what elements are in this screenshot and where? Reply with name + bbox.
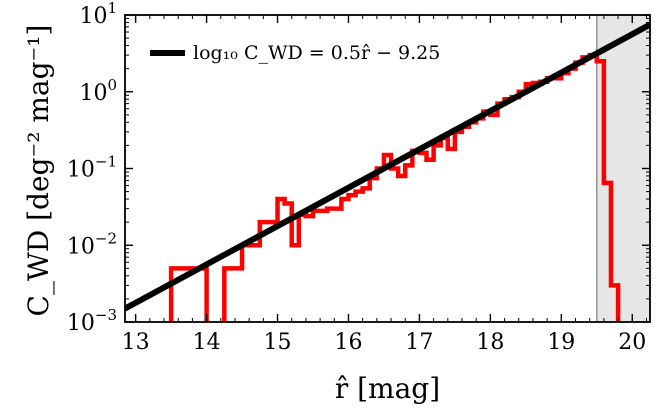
y-tick-label: 10−2 — [67, 229, 117, 259]
legend: log₁₀ C_WD = 0.5r̂ − 9.25 — [150, 42, 440, 64]
y-axis-title: C_WD [deg⁻² mag⁻¹] — [22, 25, 55, 317]
x-tick-label: 15 — [264, 330, 292, 355]
x-tick-label: 16 — [334, 330, 362, 355]
y-tick-label: 10−1 — [67, 153, 117, 183]
x-axis-title: r̂ [mag] — [335, 372, 440, 405]
fit-line — [125, 21, 650, 312]
legend-label: log₁₀ C_WD = 0.5r̂ − 9.25 — [193, 42, 440, 64]
x-tick-label: 17 — [405, 330, 433, 355]
x-tick-label: 18 — [476, 330, 504, 355]
y-tick-label: 10−3 — [67, 306, 117, 336]
x-tick-label: 13 — [122, 330, 150, 355]
x-tick-label: 20 — [618, 330, 646, 355]
histogram-series — [168, 52, 621, 322]
x-tick-label: 19 — [547, 330, 575, 355]
x-tick-label: 14 — [193, 330, 221, 355]
y-tick-label: 100 — [79, 76, 117, 106]
y-tick-label: 101 — [79, 0, 117, 29]
